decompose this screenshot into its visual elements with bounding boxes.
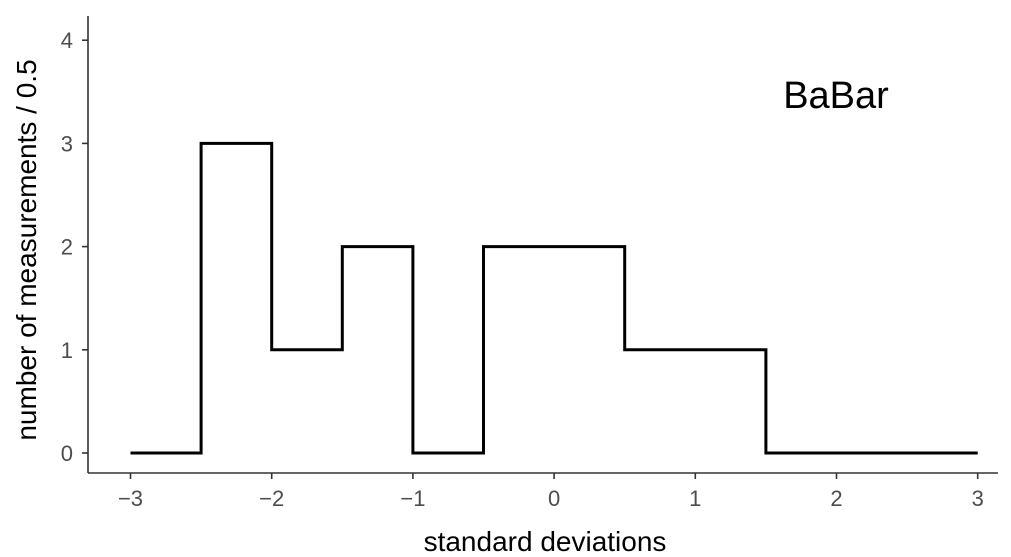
x-tick-label: 0 [548,486,560,511]
histogram-step-line [130,141,978,455]
y-tick-label: 0 [61,441,73,466]
y-tick-label: 4 [61,28,73,53]
x-tick-label: 2 [830,486,842,511]
y-tick-label: 3 [61,131,73,156]
y-axis-title: number of measurements / 0.5 [11,59,42,440]
x-tick-label: 1 [689,486,701,511]
x-axis-title: standard deviations [424,526,667,557]
x-tick-label: −2 [259,486,284,511]
x-ticks: −3 −2 −1 0 1 2 3 [118,473,984,511]
y-tick-label: 2 [61,235,73,260]
annotation-label: BaBar [783,75,889,117]
y-tick-label: 1 [61,338,73,363]
y-ticks: 0 1 2 3 4 [61,28,88,466]
x-tick-label: −1 [400,486,425,511]
axes [87,16,998,474]
x-tick-label: 3 [972,486,984,511]
x-tick-label: −3 [118,486,143,511]
